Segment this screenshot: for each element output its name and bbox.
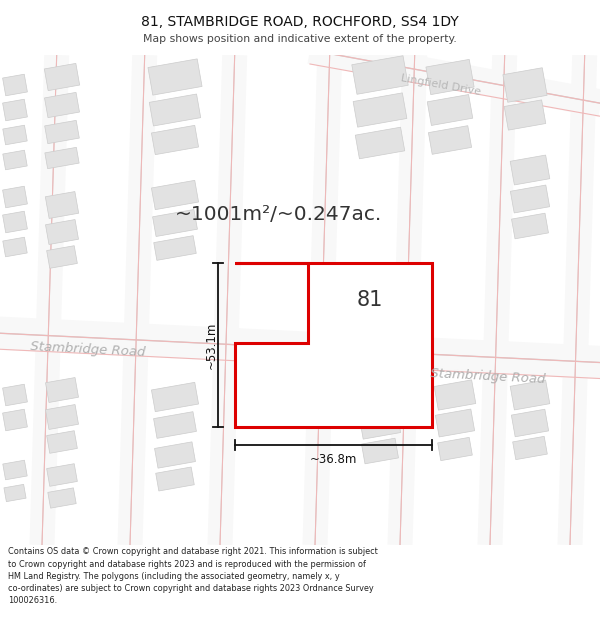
Polygon shape: [512, 436, 547, 459]
Text: ~36.8m: ~36.8m: [310, 453, 357, 466]
Polygon shape: [4, 484, 26, 502]
Polygon shape: [436, 409, 475, 437]
Polygon shape: [154, 412, 196, 438]
Polygon shape: [156, 467, 194, 491]
Polygon shape: [2, 211, 28, 232]
Polygon shape: [437, 438, 472, 461]
Polygon shape: [427, 94, 473, 126]
Polygon shape: [503, 68, 547, 102]
Text: Map shows position and indicative extent of the property.: Map shows position and indicative extent…: [143, 34, 457, 44]
Polygon shape: [512, 213, 548, 239]
Polygon shape: [355, 127, 405, 159]
Text: ~53.1m: ~53.1m: [205, 321, 218, 369]
Polygon shape: [434, 380, 476, 410]
Polygon shape: [47, 464, 77, 486]
Polygon shape: [2, 409, 28, 431]
Polygon shape: [511, 185, 550, 213]
Polygon shape: [46, 191, 79, 219]
Polygon shape: [2, 99, 28, 121]
Polygon shape: [2, 384, 28, 406]
Polygon shape: [3, 125, 27, 145]
Polygon shape: [510, 155, 550, 185]
Polygon shape: [47, 431, 77, 453]
Polygon shape: [45, 148, 79, 169]
Polygon shape: [362, 438, 398, 464]
Polygon shape: [426, 59, 474, 94]
Polygon shape: [504, 100, 546, 130]
Polygon shape: [152, 209, 197, 236]
Polygon shape: [46, 404, 79, 429]
Text: Stambridge Road: Stambridge Road: [430, 368, 545, 386]
Polygon shape: [48, 488, 76, 508]
Polygon shape: [151, 126, 199, 154]
Polygon shape: [428, 126, 472, 154]
Polygon shape: [235, 263, 432, 427]
Polygon shape: [149, 94, 201, 126]
Polygon shape: [2, 74, 28, 96]
Polygon shape: [151, 382, 199, 412]
Polygon shape: [352, 56, 408, 94]
Polygon shape: [511, 409, 548, 437]
Text: Stambridge Road: Stambridge Road: [30, 341, 146, 359]
Polygon shape: [44, 92, 79, 118]
Text: 81: 81: [357, 290, 383, 310]
Polygon shape: [510, 380, 550, 410]
Polygon shape: [44, 121, 79, 144]
Polygon shape: [151, 181, 199, 209]
Text: 81, STAMBRIDGE ROAD, ROCHFORD, SS4 1DY: 81, STAMBRIDGE ROAD, ROCHFORD, SS4 1DY: [141, 16, 459, 29]
Polygon shape: [353, 93, 407, 127]
Polygon shape: [3, 150, 27, 170]
Polygon shape: [46, 219, 79, 244]
Text: Contains OS data © Crown copyright and database right 2021. This information is : Contains OS data © Crown copyright and d…: [8, 548, 377, 605]
Polygon shape: [44, 63, 80, 91]
Polygon shape: [3, 238, 27, 257]
Polygon shape: [2, 186, 28, 208]
Polygon shape: [155, 442, 196, 468]
Polygon shape: [47, 246, 77, 268]
Polygon shape: [359, 411, 401, 439]
Polygon shape: [154, 236, 196, 261]
Polygon shape: [3, 460, 27, 480]
Text: ~1001m²/~0.247ac.: ~1001m²/~0.247ac.: [175, 206, 382, 224]
Polygon shape: [357, 381, 403, 412]
Polygon shape: [46, 378, 79, 402]
Polygon shape: [148, 59, 202, 95]
Text: Lingfield Drive: Lingfield Drive: [400, 73, 482, 97]
